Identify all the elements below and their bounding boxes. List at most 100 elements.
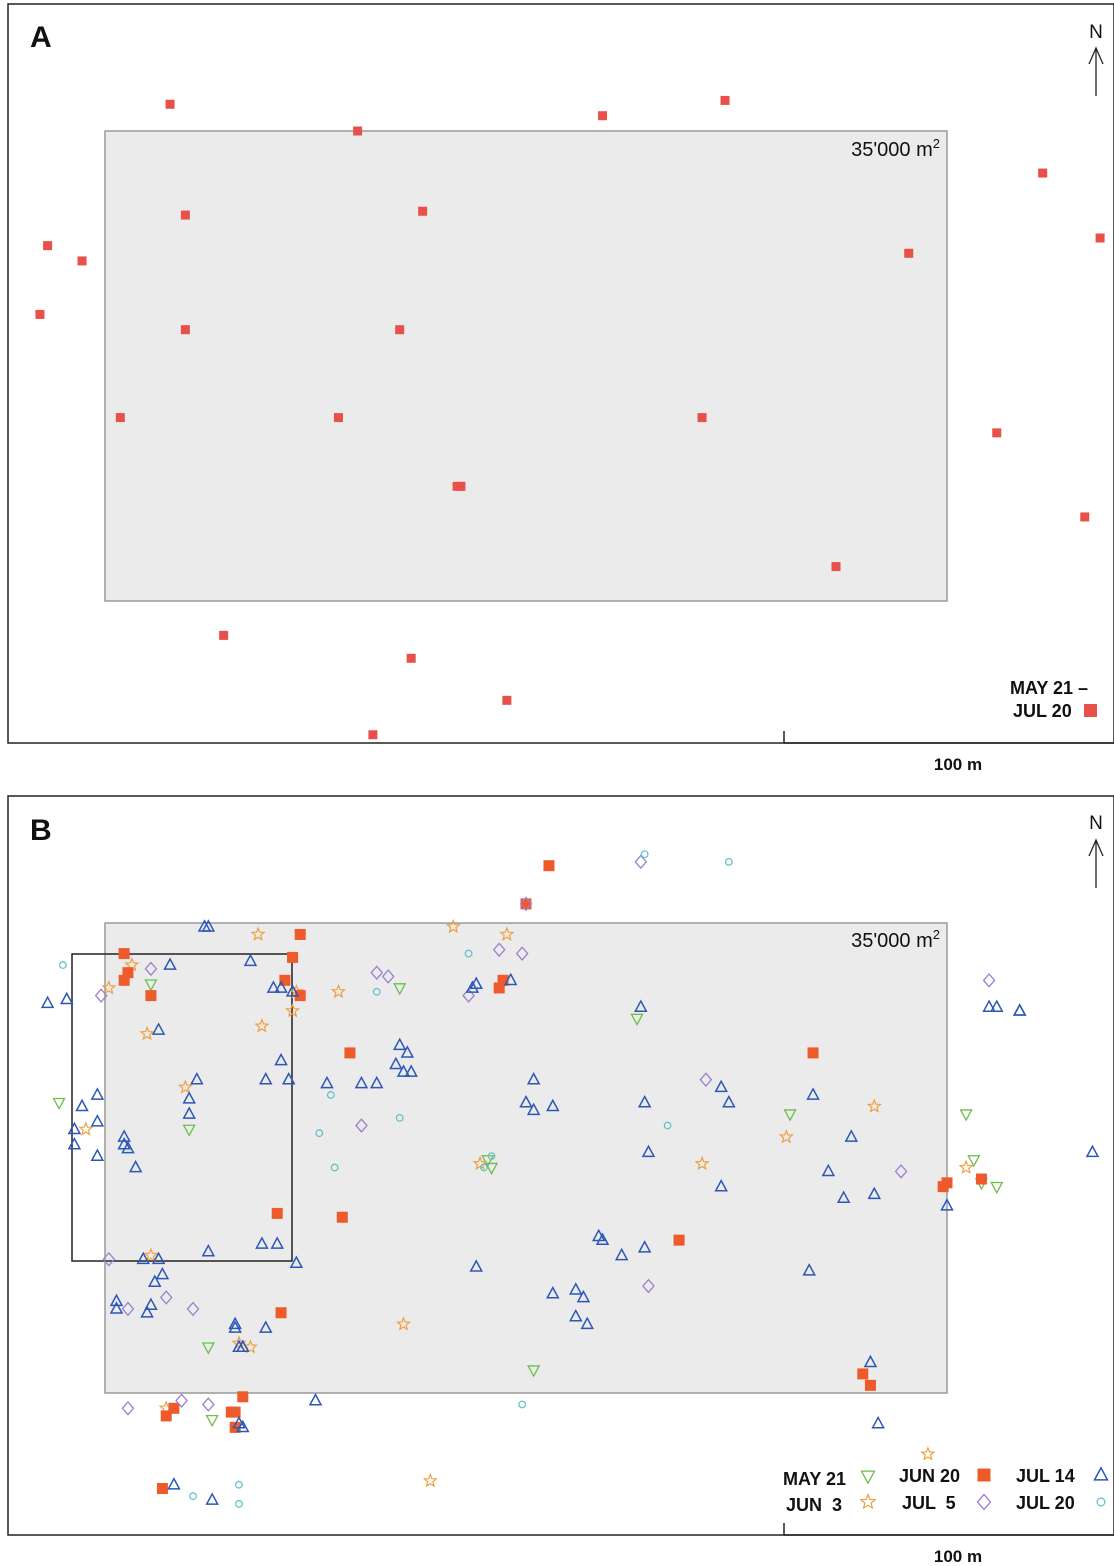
data-point-jul-20 <box>326 1091 335 1099</box>
data-point-jun-3 <box>866 1098 882 1113</box>
data-point-jun-3 <box>78 1121 94 1136</box>
data-point-jul-14 <box>389 1056 403 1070</box>
data-point-jul-14 <box>201 919 216 932</box>
data-point-jul-5 <box>102 1251 116 1267</box>
data-point-jul-14 <box>714 1079 728 1093</box>
data-point-jun-20 <box>543 860 555 872</box>
data-point-jul-14 <box>989 999 1004 1012</box>
data-point-jun-20 <box>294 990 306 1002</box>
data-point-jul-14 <box>67 1121 82 1135</box>
data-point-jul-5 <box>175 1393 188 1408</box>
legend-label-jun3: JUN 3 <box>786 1495 842 1515</box>
data-point-jul-14 <box>182 1091 196 1104</box>
data-point-may-21 <box>201 1342 215 1355</box>
data-point-jul-5 <box>355 1118 368 1133</box>
panel-b-scale-bar: 100 m <box>783 1523 1114 1566</box>
data-point-jun-20 <box>287 951 299 963</box>
data-point <box>904 248 914 258</box>
data-point-jun-20 <box>520 898 532 910</box>
data-point <box>418 206 428 216</box>
data-point-jun-3 <box>920 1446 936 1461</box>
data-point-jul-14 <box>637 1240 652 1253</box>
data-point-jun-20 <box>160 1410 172 1422</box>
data-point-jul-14 <box>580 1316 594 1330</box>
data-point-jul-5 <box>370 965 384 980</box>
data-point-jul-14 <box>821 1163 836 1177</box>
data-point-jul-14 <box>236 1339 250 1353</box>
data-point-jul-14 <box>117 1129 131 1142</box>
data-point-jul-5 <box>94 988 108 1003</box>
data-point-jun-3 <box>139 1025 155 1041</box>
data-point-may-21 <box>484 1162 499 1175</box>
data-point-jul-20 <box>480 1163 488 1172</box>
data-point-jun-3 <box>284 1002 301 1018</box>
data-point-may-21 <box>783 1109 797 1122</box>
data-point-jul-14 <box>109 1293 124 1307</box>
data-point-jul-14 <box>844 1129 859 1142</box>
data-point <box>831 562 841 572</box>
data-point-jul-20 <box>395 1113 404 1122</box>
data-point-jul-14 <box>308 1393 323 1406</box>
data-point-jul-20 <box>59 961 67 969</box>
data-point-jul-14 <box>595 1232 610 1246</box>
data-point-jul-14 <box>75 1098 89 1112</box>
data-point-jul-14 <box>190 1072 204 1085</box>
data-point-jul-14 <box>243 953 258 967</box>
data-point-jun-20 <box>864 1379 876 1391</box>
data-point-jun-20 <box>975 1173 987 1185</box>
data-point-jul-14 <box>274 1052 288 1066</box>
data-point-jul-14 <box>400 1045 415 1058</box>
data-point-jul-14 <box>258 1320 273 1333</box>
data-point-jul-14 <box>940 1198 954 1211</box>
data-point-jun-20 <box>145 990 157 1002</box>
data-point-jun-20 <box>118 974 130 986</box>
data-point-jul-5 <box>462 988 475 1003</box>
data-point-may-21 <box>182 1124 196 1137</box>
data-point-jul-20 <box>372 987 381 996</box>
data-point-jul-5 <box>121 1400 135 1416</box>
panel-a-area-label: 35'000 m2 <box>851 136 940 161</box>
data-point-jul-14 <box>285 984 300 997</box>
data-point-jun-20 <box>122 967 134 979</box>
data-point-jul-5 <box>121 1301 135 1317</box>
data-point-jul-5 <box>894 1164 908 1179</box>
data-point-jul-20 <box>315 1129 324 1138</box>
data-point-jun-3 <box>177 1079 193 1094</box>
data-point-jul-14 <box>369 1075 384 1089</box>
data-point-jul-5 <box>186 1301 200 1317</box>
panel-b-legend: MAY 21 JUN 3 JUN 20 JUL 5 JUL 14 JUL 20 <box>783 1466 1109 1515</box>
data-point-jun-20 <box>275 1307 287 1319</box>
data-point-jun-20 <box>941 1177 953 1189</box>
data-point-jul-20 <box>235 1499 243 1508</box>
data-point-jul-14 <box>806 1087 820 1100</box>
data-point-may-21 <box>205 1414 219 1428</box>
data-point-may-21 <box>630 1013 644 1026</box>
data-point <box>1095 233 1105 243</box>
legend-tri-down-icon <box>860 1470 876 1485</box>
data-point <box>180 210 190 220</box>
data-point <box>115 413 125 423</box>
data-point-jul-20 <box>724 857 733 866</box>
data-point-jul-14 <box>722 1094 736 1108</box>
legend-label-jul14: JUL 14 <box>1016 1466 1075 1486</box>
legend-star-icon <box>859 1492 877 1510</box>
data-point-jun-3 <box>694 1155 710 1171</box>
data-point-jul-14 <box>392 1037 407 1051</box>
data-point <box>165 99 175 109</box>
data-point-jul-14 <box>90 1087 105 1100</box>
data-point-jul-14 <box>289 1255 304 1268</box>
data-point-jul-5 <box>492 942 506 958</box>
data-point-jul-14 <box>67 1137 82 1150</box>
data-point-jul-14 <box>59 991 74 1005</box>
data-point <box>697 413 707 423</box>
data-point-jul-14 <box>576 1289 591 1303</box>
data-point <box>992 428 1002 438</box>
data-point-may-21 <box>990 1181 1004 1195</box>
data-point <box>720 95 730 105</box>
data-point-jul-14 <box>205 1492 219 1505</box>
data-point-jul-14 <box>714 1179 728 1192</box>
data-point-jun-3 <box>254 1018 270 1033</box>
data-point-jun-20 <box>344 1047 356 1059</box>
data-point-jul-14 <box>255 1236 269 1249</box>
data-point-jul-20 <box>487 1152 496 1160</box>
